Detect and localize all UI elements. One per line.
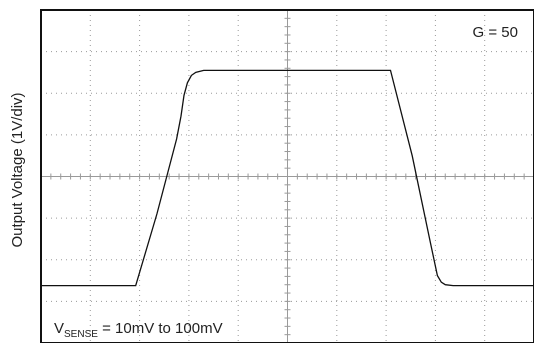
vsense-subscript: SENSE (64, 329, 98, 340)
vsense-range: = 10mV to 100mV (98, 320, 223, 337)
output-voltage-trace (41, 69, 534, 287)
gain-label: G = 50 (473, 24, 518, 41)
center-axes (41, 10, 534, 343)
vsense-symbol: V (54, 320, 64, 337)
y-axis-label: Output Voltage (1V/div) (9, 92, 26, 247)
vsense-label: VSENSE = 10mV to 100mV (54, 320, 223, 340)
plot-frame (40, 9, 534, 343)
